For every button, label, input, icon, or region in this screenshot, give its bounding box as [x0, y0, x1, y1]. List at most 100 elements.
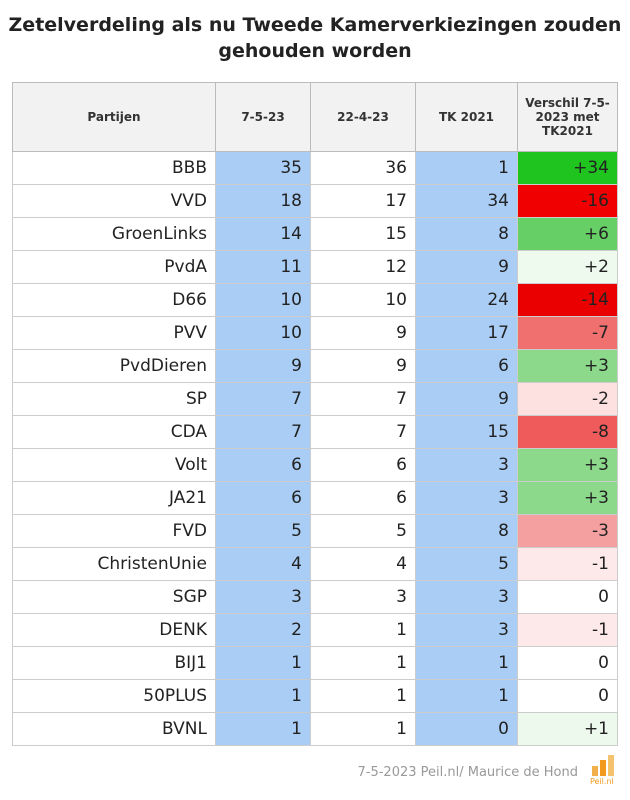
value-cell: -14 [517, 283, 618, 317]
value-cell: 7 [310, 382, 416, 416]
value-cell: 34 [415, 184, 518, 218]
party-cell: PvdA [12, 250, 216, 284]
value-cell: +3 [517, 448, 618, 482]
column-header: 22-4-23 [310, 82, 416, 152]
logo-text: Peil.nl [590, 777, 614, 786]
party-cell: SGP [12, 580, 216, 614]
value-cell: 1 [415, 151, 518, 185]
party-cell: BIJ1 [12, 646, 216, 680]
row: BIJ1 1 1 1 0 [12, 646, 618, 680]
value-cell: 10 [215, 283, 311, 317]
value-cell: 6 [310, 481, 416, 515]
value-cell: 8 [415, 514, 518, 548]
party-cell: BVNL [12, 712, 216, 746]
party-cell: FVD [12, 514, 216, 548]
row: CDA 7 7 15 -8 [12, 415, 618, 449]
value-cell: 9 [310, 349, 416, 383]
value-cell: 1 [215, 679, 311, 713]
value-cell: +34 [517, 151, 618, 185]
value-cell: 6 [215, 481, 311, 515]
row: PvdDieren 9 9 6 +3 [12, 349, 618, 383]
value-cell: 0 [517, 580, 618, 614]
value-cell: 7 [215, 415, 311, 449]
party-cell: SP [12, 382, 216, 416]
value-cell: 5 [415, 547, 518, 581]
value-cell: 5 [215, 514, 311, 548]
party-cell: DENK [12, 613, 216, 647]
value-cell: 3 [310, 580, 416, 614]
party-cell: ChristenUnie [12, 547, 216, 581]
value-cell: 3 [415, 481, 518, 515]
value-cell: 3 [415, 580, 518, 614]
value-cell: 3 [415, 448, 518, 482]
value-cell: 35 [215, 151, 311, 185]
value-cell: 36 [310, 151, 416, 185]
value-cell: 6 [310, 448, 416, 482]
party-cell: BBB [12, 151, 216, 185]
party-cell: JA21 [12, 481, 216, 515]
value-cell: 7 [215, 382, 311, 416]
logo: Peil.nl [588, 752, 622, 786]
value-cell: 18 [215, 184, 311, 218]
value-cell: 9 [415, 250, 518, 284]
source: 7-5-2023 Peil.nl/ Maurice de Hond [357, 765, 579, 780]
row: PvdA 11 12 9 +2 [12, 250, 618, 284]
value-cell: 3 [415, 613, 518, 647]
value-cell: -8 [517, 415, 618, 449]
party-cell: GroenLinks [12, 217, 216, 251]
value-cell: -3 [517, 514, 618, 548]
value-cell: -7 [517, 316, 618, 350]
value-cell: 0 [415, 712, 518, 746]
value-cell: +1 [517, 712, 618, 746]
value-cell: 1 [415, 646, 518, 680]
value-cell: 10 [310, 283, 416, 317]
value-cell: 1 [310, 679, 416, 713]
value-cell: 1 [310, 613, 416, 647]
party-cell: VVD [12, 184, 216, 218]
party-cell: Volt [12, 448, 216, 482]
value-cell: 3 [215, 580, 311, 614]
value-cell: 4 [215, 547, 311, 581]
value-cell: 24 [415, 283, 518, 317]
column-header: Partijen [12, 82, 216, 152]
row: DENK 2 1 3 -1 [12, 613, 618, 647]
value-cell: 9 [310, 316, 416, 350]
value-cell: 0 [517, 646, 618, 680]
row: PVV 10 9 17 -7 [12, 316, 618, 350]
party-cell: PVV [12, 316, 216, 350]
value-cell: 8 [415, 217, 518, 251]
value-cell: 7 [310, 415, 416, 449]
value-cell: 11 [215, 250, 311, 284]
row: BVNL 1 1 0 +1 [12, 712, 618, 746]
value-cell: 9 [215, 349, 311, 383]
value-cell: 0 [517, 679, 618, 713]
row: GroenLinks 14 15 8 +6 [12, 217, 618, 251]
value-cell: 1 [215, 712, 311, 746]
value-cell: 6 [215, 448, 311, 482]
value-cell: -1 [517, 547, 618, 581]
column-header: 7-5-23 [215, 82, 311, 152]
value-cell: 9 [415, 382, 518, 416]
value-cell: 1 [415, 679, 518, 713]
value-cell: -2 [517, 382, 618, 416]
value-cell: 6 [415, 349, 518, 383]
value-cell: 14 [215, 217, 311, 251]
row: BBB 35 36 1 +34 [12, 151, 618, 185]
party-cell: D66 [12, 283, 216, 317]
value-cell: +2 [517, 250, 618, 284]
value-cell: 2 [215, 613, 311, 647]
row: SGP 3 3 3 0 [12, 580, 618, 614]
party-cell: PvdDieren [12, 349, 216, 383]
logo-icon: Peil.nl [590, 755, 614, 786]
value-cell: +3 [517, 349, 618, 383]
party-cell: CDA [12, 415, 216, 449]
row: JA21 6 6 3 +3 [12, 481, 618, 515]
value-cell: 1 [215, 646, 311, 680]
seat-table: Partijen 7-5-23 22-4-23 TK 2021 Verschil 7-5… [12, 82, 618, 746]
value-cell: 12 [310, 250, 416, 284]
column-header: TK 2021 [415, 82, 518, 152]
value-cell: 10 [215, 316, 311, 350]
value-cell: 15 [415, 415, 518, 449]
value-cell: +6 [517, 217, 618, 251]
value-cell: 1 [310, 712, 416, 746]
